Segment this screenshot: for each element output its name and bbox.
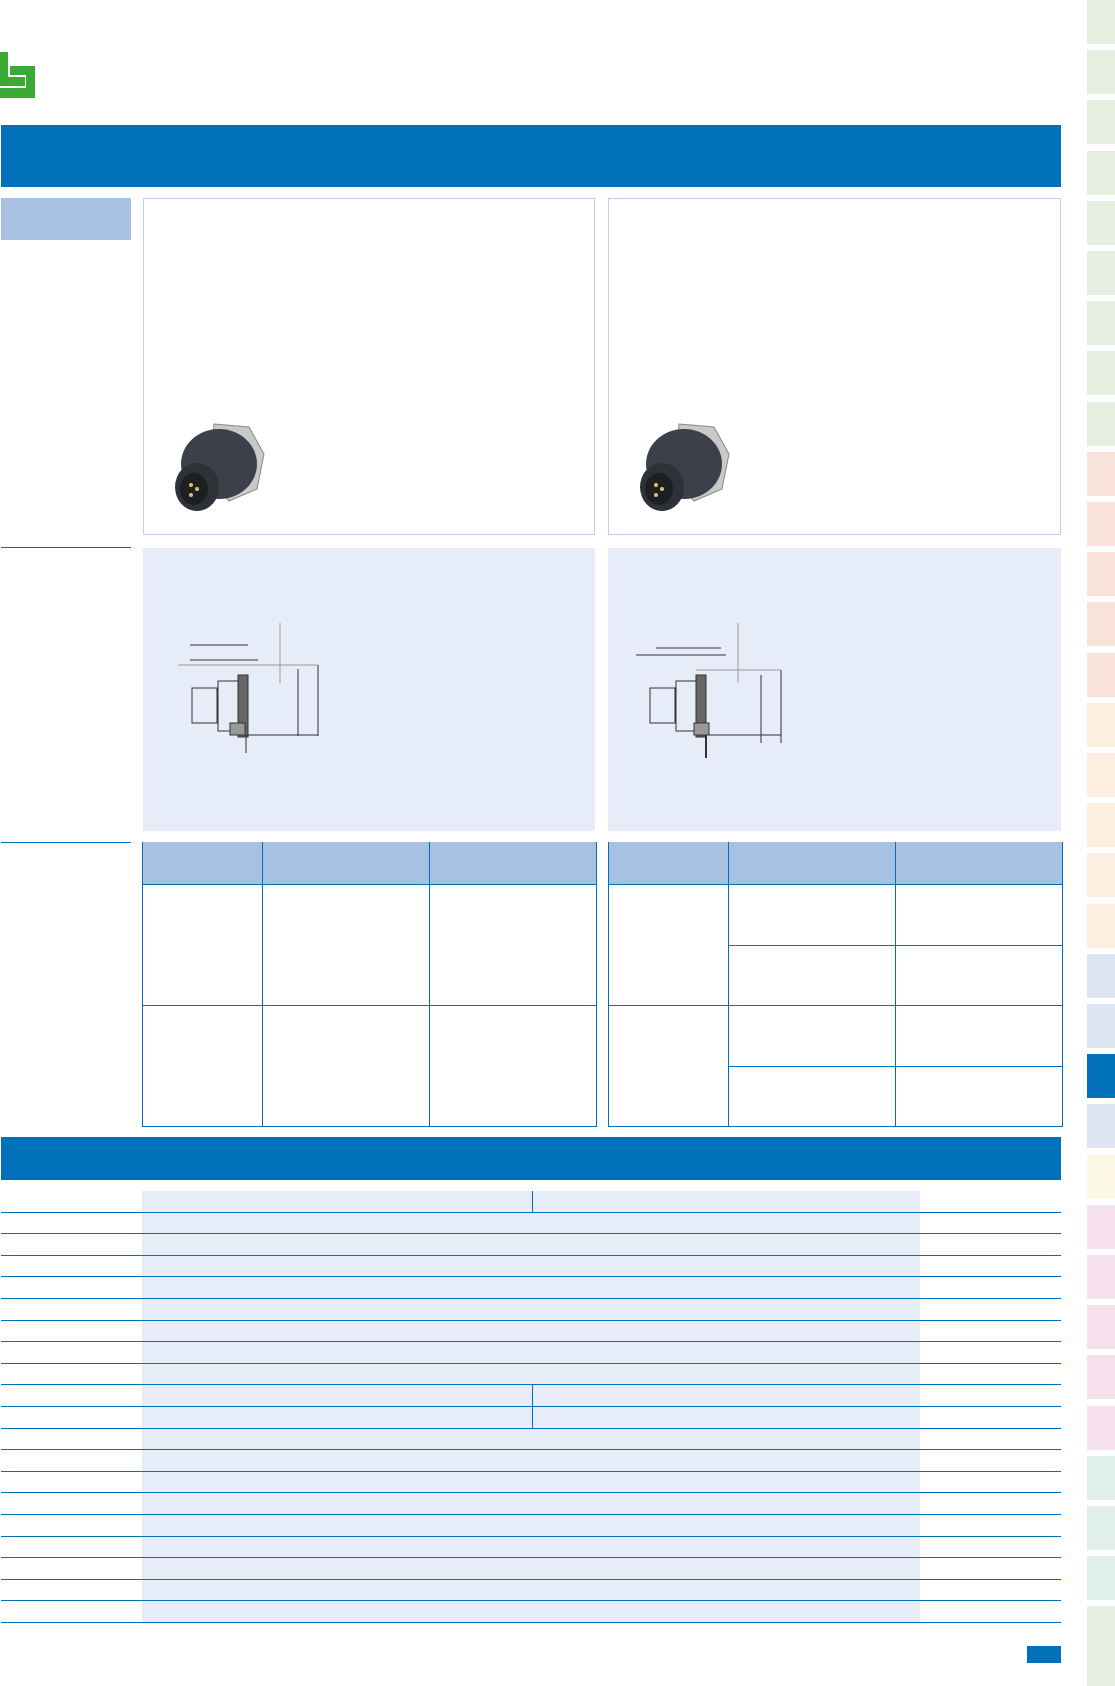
spec-row: [1, 1342, 1061, 1364]
side-tab[interactable]: [1087, 451, 1115, 496]
side-tab[interactable]: [1087, 1455, 1115, 1500]
side-tab[interactable]: [1087, 1305, 1115, 1350]
spec-value: [142, 1191, 920, 1212]
spec-row: [1, 1536, 1061, 1559]
side-tab[interactable]: [1087, 251, 1115, 295]
side-tab[interactable]: [1087, 602, 1115, 647]
spec-row: [1, 1428, 1061, 1451]
side-tab[interactable]: [1087, 652, 1115, 697]
spec-value: [142, 1515, 920, 1536]
spec-value: [142, 1471, 920, 1493]
spec-row: [1, 1385, 1061, 1407]
spec-value: [142, 1385, 920, 1406]
side-tab[interactable]: [1087, 1054, 1115, 1099]
spec-row: [1, 1471, 1061, 1494]
spec-value: [142, 1299, 920, 1320]
specs-banner: [1, 1137, 1061, 1180]
spec-row: [1, 1407, 1061, 1429]
section-label: [1, 198, 131, 240]
side-tab[interactable]: [1087, 853, 1115, 898]
spec-row: [1, 1493, 1061, 1515]
spec-row: [1, 1558, 1061, 1580]
spec-row: [1, 1515, 1061, 1537]
divider: [1, 842, 131, 843]
spec-split: [532, 1385, 533, 1406]
spec-row: [1, 1277, 1061, 1299]
spec-value: [142, 1450, 920, 1471]
spec-row: [1, 1601, 1061, 1623]
spec-value: [142, 1234, 920, 1255]
spec-value: [142, 1255, 920, 1277]
drawing-panel-2: [608, 548, 1061, 831]
spec-value: [142, 1277, 920, 1298]
connector-photo-icon: [175, 423, 265, 511]
side-tab[interactable]: [1087, 1556, 1115, 1601]
drawing-panel-1: [143, 548, 595, 831]
spec-value: [142, 1536, 920, 1558]
spec-value: [142, 1320, 920, 1342]
side-tab[interactable]: [1087, 1104, 1115, 1149]
side-tab[interactable]: [1087, 502, 1115, 546]
side-tab[interactable]: [1087, 1355, 1115, 1400]
side-tab[interactable]: [1087, 0, 1115, 44]
spec-row: [1, 1320, 1061, 1343]
side-tab[interactable]: [1087, 150, 1115, 195]
spec-row: [1, 1363, 1061, 1386]
spec-value: [142, 1579, 920, 1601]
title-banner: [1, 125, 1061, 187]
spec-value: [142, 1407, 920, 1428]
technical-drawing-icon: [636, 623, 782, 758]
side-tab[interactable]: [1087, 301, 1115, 346]
logo-icon: [0, 52, 35, 98]
spec-row: [1, 1450, 1061, 1472]
spec-row: [1, 1255, 1061, 1278]
spec-value: [142, 1363, 920, 1385]
side-tab[interactable]: [1087, 1204, 1115, 1249]
spec-value: [142, 1493, 920, 1514]
side-tab[interactable]: [1087, 702, 1115, 747]
spec-row: [1, 1212, 1061, 1235]
side-tab[interactable]: [1087, 50, 1115, 95]
spec-row: [1, 1234, 1061, 1256]
spec-value: [142, 1428, 920, 1450]
spec-value: [142, 1558, 920, 1579]
spec-value: [142, 1212, 920, 1234]
spec-row: [1, 1191, 1061, 1213]
side-tab[interactable]: [1087, 401, 1115, 446]
side-tab[interactable]: [1087, 552, 1115, 597]
pin-table-2: [608, 842, 1063, 1127]
spec-split: [532, 1407, 533, 1428]
product-panel-2: [608, 198, 1061, 535]
side-tab[interactable]: [1087, 1004, 1115, 1048]
side-tab[interactable]: [1087, 100, 1115, 145]
side-tab[interactable]: [1087, 953, 1115, 998]
pin-table-1: [142, 842, 597, 1127]
side-tab[interactable]: [1087, 1255, 1115, 1299]
connector-photo-icon: [640, 423, 730, 511]
spec-value: [142, 1342, 920, 1363]
page-number-badge: [1027, 1646, 1061, 1663]
side-tab[interactable]: [1087, 200, 1115, 245]
side-tab[interactable]: [1087, 1606, 1115, 1686]
side-tab[interactable]: [1087, 753, 1115, 797]
side-tab[interactable]: [1087, 1405, 1115, 1450]
specs-table: [1, 1191, 1061, 1623]
side-tab[interactable]: [1087, 803, 1115, 848]
spec-row: [1, 1299, 1061, 1321]
technical-drawing-icon: [178, 623, 319, 753]
spec-value: [142, 1601, 920, 1622]
product-panel-1: [143, 198, 595, 535]
side-tab[interactable]: [1087, 1154, 1115, 1199]
side-tab[interactable]: [1087, 903, 1115, 948]
side-tab[interactable]: [1087, 351, 1115, 396]
spec-split: [532, 1191, 533, 1212]
spec-row: [1, 1579, 1061, 1602]
divider: [1, 547, 131, 548]
side-tab[interactable]: [1087, 1506, 1115, 1550]
